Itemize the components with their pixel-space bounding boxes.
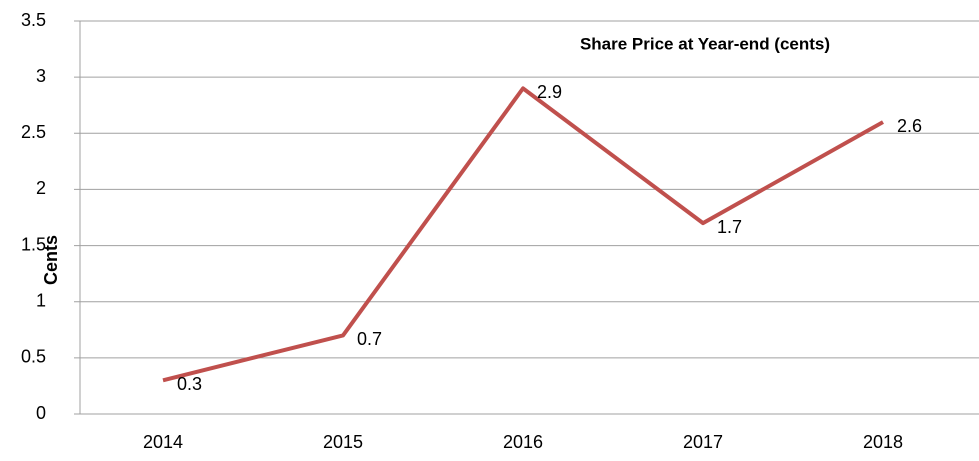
y-tick-label: 2.5 <box>21 122 46 142</box>
data-label: 1.7 <box>717 217 742 237</box>
line-series <box>162 86 884 383</box>
y-tick-label: 3.5 <box>21 10 46 30</box>
data-label: 0.7 <box>357 329 382 349</box>
y-tick-label: 1 <box>36 290 46 310</box>
y-tick-label: 3 <box>36 66 46 86</box>
chart-title: Share Price at Year-end (cents) <box>580 34 830 53</box>
data-label: 2.6 <box>897 116 922 136</box>
x-tick-label: 2016 <box>503 432 543 452</box>
data-label: 2.9 <box>537 82 562 102</box>
x-tick-label: 2015 <box>323 432 363 452</box>
y-axis-label: Cents <box>41 235 61 285</box>
x-tick-label: 2018 <box>863 432 903 452</box>
y-tick-label: 0.5 <box>21 347 46 367</box>
data-label: 0.3 <box>177 374 202 394</box>
y-tick-label: 1.5 <box>21 234 46 254</box>
y-tick-label: 2 <box>36 178 46 198</box>
y-tick-label: 0 <box>36 403 46 423</box>
x-tick-label: 2017 <box>683 432 723 452</box>
x-tick-label: 2014 <box>143 432 183 452</box>
